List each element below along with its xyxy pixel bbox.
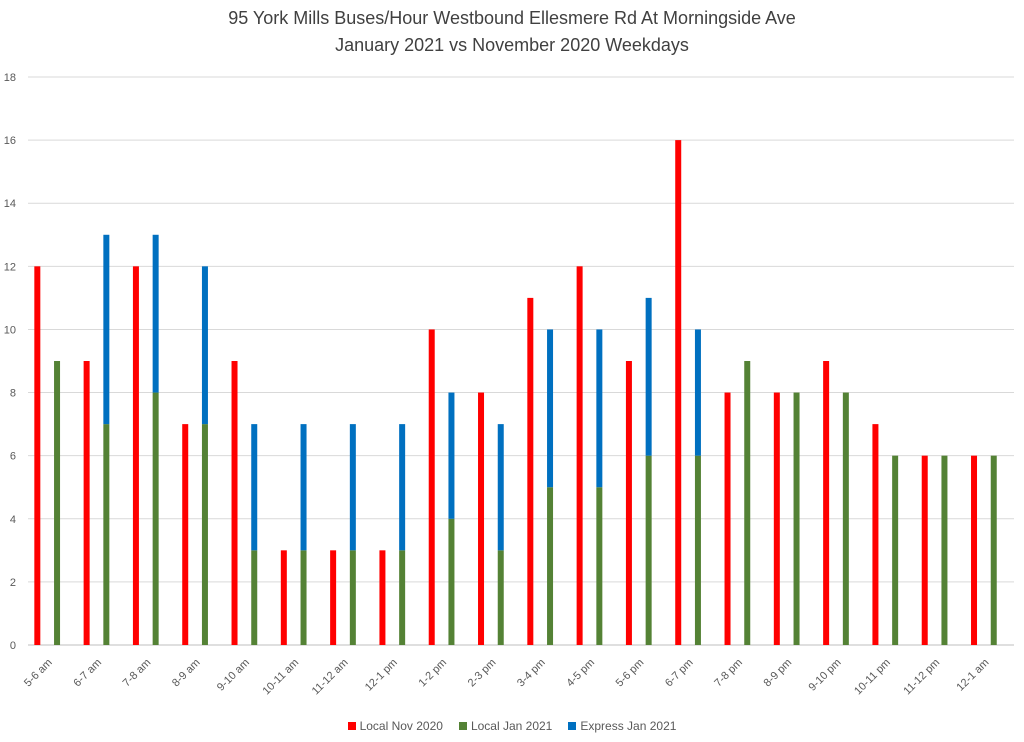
x-tick-label: 3-4 pm xyxy=(515,657,548,690)
legend-item-express-jan-2021: Express Jan 2021 xyxy=(568,719,676,733)
y-tick-label: 14 xyxy=(4,198,16,210)
legend-label: Local Nov 2020 xyxy=(359,719,443,733)
bar-local-jan-2021 xyxy=(645,455,652,645)
bar-local-nov-2020 xyxy=(478,392,485,645)
y-tick-label: 18 xyxy=(4,72,16,84)
legend-swatch xyxy=(568,722,577,730)
bar-local-nov-2020 xyxy=(379,550,386,645)
bar-express-jan-2021 xyxy=(300,424,307,551)
bar-local-nov-2020 xyxy=(280,550,287,645)
x-tick-label: 2-3 pm xyxy=(466,657,499,690)
x-tick-label: 1-2 pm xyxy=(416,657,449,690)
x-tick-label: 7-8 pm xyxy=(712,657,745,690)
bar-express-jan-2021 xyxy=(596,329,603,488)
legend-swatch xyxy=(347,722,356,730)
bar-local-jan-2021 xyxy=(941,455,948,645)
chart-subtitle: January 2021 vs November 2020 Weekdays xyxy=(335,35,689,55)
bar-express-jan-2021 xyxy=(694,329,701,456)
bar-local-jan-2021 xyxy=(596,487,603,645)
bar-local-jan-2021 xyxy=(547,487,554,645)
bar-express-jan-2021 xyxy=(251,424,258,551)
bar-local-nov-2020 xyxy=(527,297,534,645)
bar-local-jan-2021 xyxy=(349,550,356,645)
x-tick-label: 5-6 am xyxy=(22,657,55,690)
y-tick-label: 6 xyxy=(10,451,16,463)
y-tick-label: 8 xyxy=(10,388,16,400)
bar-local-jan-2021 xyxy=(448,518,455,645)
chart-title: 95 York Mills Buses/Hour Westbound Elles… xyxy=(228,8,796,28)
bar-local-nov-2020 xyxy=(132,266,139,645)
bar-local-nov-2020 xyxy=(675,140,682,645)
bar-local-nov-2020 xyxy=(231,361,238,645)
bar-express-jan-2021 xyxy=(645,297,652,456)
x-tick-label: 6-7 pm xyxy=(663,657,696,690)
bar-local-nov-2020 xyxy=(823,361,830,645)
legend-label: Local Jan 2021 xyxy=(470,719,553,733)
bar-local-jan-2021 xyxy=(300,550,307,645)
x-tick-label: 6-7 am xyxy=(71,657,104,690)
x-tick-label: 4-5 pm xyxy=(564,657,597,690)
bar-local-jan-2021 xyxy=(744,361,751,645)
x-tick-label: 8-9 am xyxy=(170,657,203,690)
bar-local-nov-2020 xyxy=(576,266,583,645)
bar-local-jan-2021 xyxy=(201,424,208,645)
bar-local-nov-2020 xyxy=(34,266,41,645)
y-tick-label: 16 xyxy=(4,135,16,147)
bar-local-nov-2020 xyxy=(83,361,90,645)
bar-local-jan-2021 xyxy=(103,424,110,645)
x-tick-label: 7-8 am xyxy=(121,657,154,690)
bar-express-jan-2021 xyxy=(103,234,110,425)
x-tick-label: 11-12 pm xyxy=(901,657,942,698)
y-tick-label: 2 xyxy=(10,577,16,589)
legend-swatch xyxy=(458,722,467,730)
bar-local-jan-2021 xyxy=(892,455,899,645)
bar-local-jan-2021 xyxy=(497,550,504,645)
bar-local-jan-2021 xyxy=(399,550,406,645)
x-tick-label: 11-12 am xyxy=(310,657,351,698)
bar-express-jan-2021 xyxy=(399,424,406,551)
y-tick-label: 4 xyxy=(10,514,16,526)
x-tick-label: 8-9 pm xyxy=(762,657,795,690)
bar-local-jan-2021 xyxy=(842,392,849,645)
x-tick-label: 5-6 pm xyxy=(614,657,647,690)
bar-local-nov-2020 xyxy=(428,329,435,645)
legend-item-local-jan-2021: Local Jan 2021 xyxy=(458,719,553,733)
bar-express-jan-2021 xyxy=(201,266,208,425)
bar-local-jan-2021 xyxy=(694,455,701,645)
bar-local-nov-2020 xyxy=(625,361,632,645)
y-tick-label: 0 xyxy=(10,640,16,652)
x-tick-label: 9-10 pm xyxy=(807,657,844,694)
y-tick-label: 12 xyxy=(4,261,16,273)
bar-local-nov-2020 xyxy=(971,455,978,645)
bar-local-nov-2020 xyxy=(872,424,879,645)
bar-local-nov-2020 xyxy=(182,424,189,645)
bar-express-jan-2021 xyxy=(448,392,455,519)
bar-local-jan-2021 xyxy=(152,392,159,645)
bar-local-jan-2021 xyxy=(54,361,61,645)
bar-local-jan-2021 xyxy=(251,550,258,645)
bar-express-jan-2021 xyxy=(547,329,554,488)
legend: Local Nov 2020 Local Jan 2021 Express Ja… xyxy=(0,719,1024,733)
bar-express-jan-2021 xyxy=(349,424,356,551)
y-tick-label: 10 xyxy=(4,324,16,336)
bar-local-nov-2020 xyxy=(921,455,928,645)
bar-local-nov-2020 xyxy=(724,392,731,645)
bar-local-nov-2020 xyxy=(330,550,337,645)
bar-local-nov-2020 xyxy=(773,392,780,645)
x-tick-label: 12-1 pm xyxy=(363,657,400,694)
legend-label: Express Jan 2021 xyxy=(580,719,677,733)
bar-express-jan-2021 xyxy=(497,424,504,551)
bar-local-jan-2021 xyxy=(793,392,800,645)
x-tick-label: 12-1 am xyxy=(954,657,991,694)
legend-item-local-nov-2020: Local Nov 2020 xyxy=(347,719,443,733)
x-tick-label: 9-10 am xyxy=(215,657,252,694)
bar-express-jan-2021 xyxy=(152,234,159,393)
x-tick-label: 10-11 am xyxy=(261,657,302,698)
x-tick-label: 10-11 pm xyxy=(852,657,893,698)
bar-local-jan-2021 xyxy=(990,455,997,645)
